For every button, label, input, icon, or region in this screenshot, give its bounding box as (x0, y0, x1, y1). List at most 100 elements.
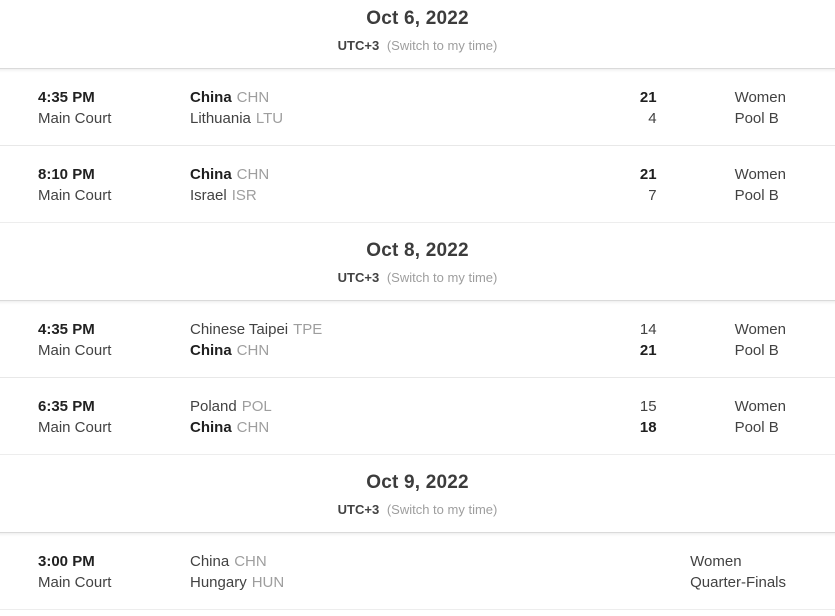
team-row: China CHN (190, 417, 637, 438)
match-venue: Main Court (38, 110, 112, 127)
match-round-label: Pool B (734, 342, 779, 359)
match-round-label: Pool B (734, 187, 779, 204)
match-when: 3:00 PM Main Court (38, 551, 190, 593)
match-category: Women Pool B (735, 87, 786, 129)
match-when: 8:10 PM Main Court (38, 164, 190, 206)
match-category: Women Pool B (735, 164, 786, 206)
team-score: 21 (639, 342, 657, 359)
team-name: Poland (190, 398, 237, 415)
date-heading: Oct 8, 2022 (366, 240, 469, 261)
match-time: 3:00 PM (38, 553, 95, 570)
timezone-label: UTC+3 (337, 38, 380, 53)
date-group-header: Oct 6, 2022 UTC+3 (Switch to my time) (0, 0, 835, 68)
match-teams: China CHN Lithuania LTU (190, 87, 637, 129)
team-row: China CHN (190, 164, 637, 185)
switch-to-my-time-link[interactable]: (Switch to my time) (386, 38, 498, 53)
match-list: 4:35 PM Main Court Chinese Taipei TPE Chi… (0, 300, 835, 455)
team-code: CHN (236, 89, 270, 106)
timezone-line: UTC+3 (Switch to my time) (0, 269, 835, 286)
team-name: China (190, 419, 232, 436)
timezone-label: UTC+3 (337, 270, 380, 285)
match-row[interactable]: 4:35 PM Main Court Chinese Taipei TPE Chi… (0, 301, 835, 377)
team-code: POL (241, 398, 272, 415)
team-row: China CHN (190, 87, 637, 108)
date-group-header: Oct 8, 2022 UTC+3 (Switch to my time) (0, 223, 835, 300)
match-list: 4:35 PM Main Court China CHN Lithuania LTU… (0, 68, 835, 223)
match-teams: Chinese Taipei TPE China CHN (190, 319, 637, 361)
match-time: 8:10 PM (38, 166, 95, 183)
match-when: 6:35 PM Main Court (38, 396, 190, 438)
team-name: China (190, 89, 232, 106)
team-code: TPE (293, 321, 323, 338)
match-category: Women Pool B (735, 396, 786, 438)
team-score: 21 (639, 89, 657, 106)
match-row[interactable]: 4:35 PM Main Court China CHN Lithuania LTU… (0, 69, 835, 145)
team-score: 21 (639, 166, 657, 183)
team-code: CHN (236, 342, 270, 359)
team-name: Chinese Taipei (190, 321, 289, 338)
team-name: Israel (190, 187, 227, 204)
team-code: HUN (251, 574, 285, 591)
switch-to-my-time-link[interactable]: (Switch to my time) (386, 502, 498, 517)
timezone-line: UTC+3 (Switch to my time) (0, 37, 835, 54)
match-venue: Main Court (38, 419, 112, 436)
date-heading: Oct 6, 2022 (366, 8, 469, 29)
team-row: Poland POL (190, 396, 637, 417)
team-score: 4 (648, 110, 657, 127)
match-time: 6:35 PM (38, 398, 95, 415)
team-score: 7 (648, 187, 657, 204)
match-round-label: Pool B (734, 419, 779, 436)
match-category: Women Pool B (735, 319, 786, 361)
team-name: China (190, 553, 230, 570)
match-time: 4:35 PM (38, 89, 95, 106)
team-row: China CHN (190, 551, 592, 572)
match-gender-label: Women (734, 89, 786, 106)
match-row[interactable]: 3:00 PM Main Court China CHN Hungary HUN W… (0, 533, 835, 609)
team-code: CHN (236, 419, 270, 436)
match-round-label: Quarter-Finals (690, 574, 786, 591)
team-code: CHN (234, 553, 267, 570)
date-group-header: Oct 9, 2022 UTC+3 (Switch to my time) (0, 455, 835, 532)
match-when: 4:35 PM Main Court (38, 319, 190, 361)
match-teams: Poland POL China CHN (190, 396, 637, 438)
team-name: Lithuania (190, 110, 251, 127)
team-row: China CHN (190, 340, 637, 361)
match-scores: 14 21 (637, 319, 657, 361)
match-gender-label: Women (734, 398, 786, 415)
match-round-label: Pool B (734, 110, 779, 127)
team-name: China (190, 166, 232, 183)
match-teams: China CHN Hungary HUN (190, 551, 592, 593)
team-name: China (190, 342, 232, 359)
match-scores: 21 4 (637, 87, 657, 129)
match-venue: Main Court (38, 574, 112, 591)
match-gender-label: Women (734, 321, 786, 338)
team-name: Hungary (190, 574, 247, 591)
switch-to-my-time-link[interactable]: (Switch to my time) (386, 270, 498, 285)
match-time: 4:35 PM (38, 321, 95, 338)
team-row: Chinese Taipei TPE (190, 319, 637, 340)
match-row[interactable]: 8:10 PM Main Court China CHN Israel ISR 21… (0, 145, 835, 222)
team-score: 18 (639, 419, 657, 436)
team-row: Israel ISR (190, 185, 637, 206)
team-code: CHN (236, 166, 270, 183)
team-row: Hungary HUN (190, 572, 592, 593)
team-row: Lithuania LTU (190, 108, 637, 129)
team-score: 15 (639, 398, 657, 415)
timezone-label: UTC+3 (337, 502, 380, 517)
timezone-line: UTC+3 (Switch to my time) (0, 501, 835, 518)
team-code: LTU (255, 110, 284, 127)
match-list: 3:00 PM Main Court China CHN Hungary HUN W… (0, 532, 835, 610)
match-teams: China CHN Israel ISR (190, 164, 637, 206)
team-code: ISR (231, 187, 257, 204)
match-gender-label: Women (690, 553, 742, 570)
match-scores: 15 18 (637, 396, 657, 438)
match-venue: Main Court (38, 342, 112, 359)
match-venue: Main Court (38, 187, 112, 204)
match-when: 4:35 PM Main Court (38, 87, 190, 129)
match-row[interactable]: 6:35 PM Main Court Poland POL China CHN 15… (0, 377, 835, 454)
match-gender-label: Women (734, 166, 786, 183)
match-category: Women Quarter-Finals (690, 551, 786, 593)
team-score: 14 (639, 321, 657, 338)
match-scores: 21 7 (637, 164, 657, 206)
